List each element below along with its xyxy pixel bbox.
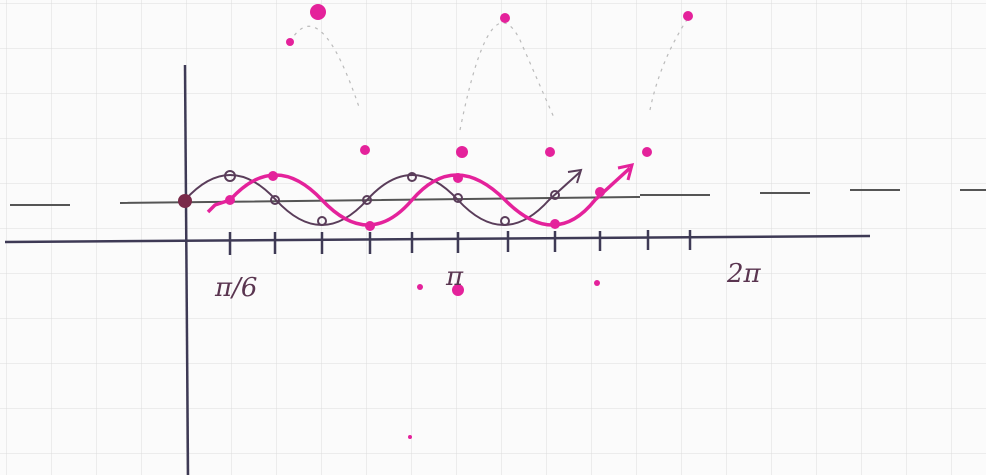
- label-pi: π: [445, 262, 464, 292]
- label-pi-over-6: π/6: [214, 273, 257, 303]
- sketch: π/6 π 2π: [0, 0, 986, 475]
- label-two-pi: 2π: [726, 259, 762, 289]
- page: π/6 π 2π (() => { const data = JSON.pars…: [0, 0, 986, 475]
- origin-point: [178, 194, 192, 208]
